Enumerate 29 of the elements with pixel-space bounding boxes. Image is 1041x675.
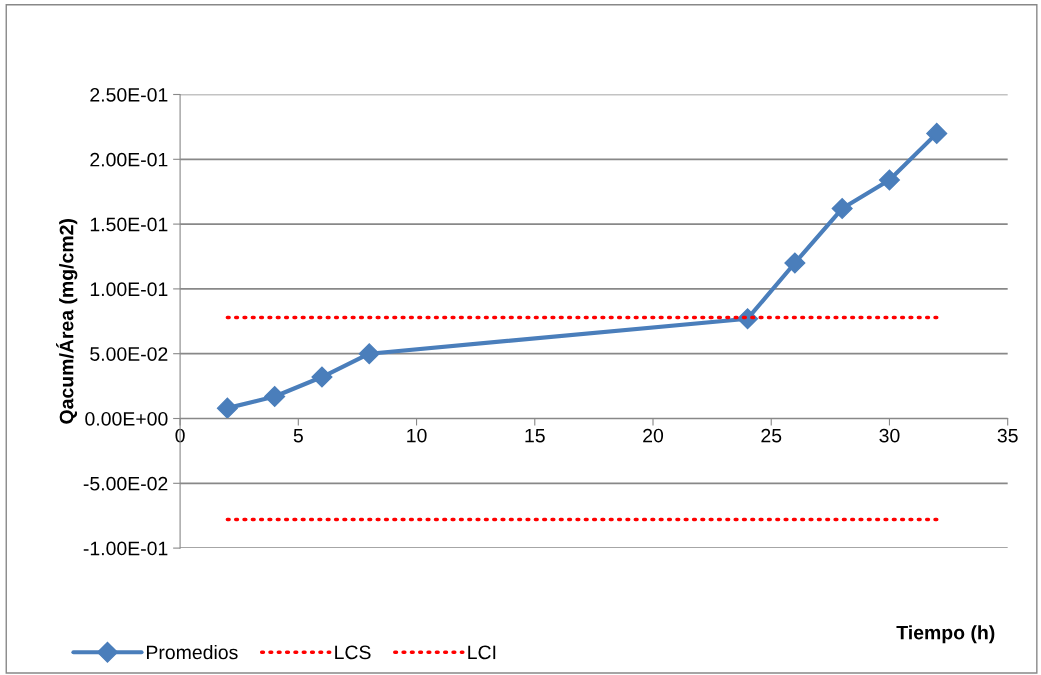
x-tick-label: 35 [997,428,1018,443]
point [311,366,333,388]
x-tick-label: 15 [525,428,545,443]
x-tick-label: 20 [643,428,664,443]
point [358,343,380,365]
y-tick-label: 2.00E-01 [90,152,168,167]
y-tick-label: -5.00E-02 [83,476,168,491]
x-tick-label: 5 [293,428,303,443]
x-tick-label: 0 [175,428,185,443]
y-tick-label: 2.50E-01 [90,87,168,102]
x-tick-label: 25 [761,428,782,443]
y-tick-label: 1.50E-01 [90,217,168,232]
x-tick-label: 10 [407,428,427,443]
legend-label: LCS [335,645,371,660]
y-tick-label: 5.00E-02 [90,347,168,361]
y-tick-label: 1.00E-01 [90,282,168,297]
legend-label: LCI [468,645,496,660]
legend-label: Promedios [146,644,238,660]
point [831,198,853,220]
point [264,385,286,407]
x-axis-title: Tiempo (h) [896,625,995,644]
point [784,252,806,274]
point [926,122,948,144]
y-tick-label: 0.00E+00 [85,411,168,426]
point [216,397,238,419]
y-axis-title: Qacum/Área (mg/cm2) [55,219,78,424]
y-tick-label: -1.00E-01 [83,541,168,556]
x-tick-label: 30 [879,428,900,443]
point [878,169,900,191]
